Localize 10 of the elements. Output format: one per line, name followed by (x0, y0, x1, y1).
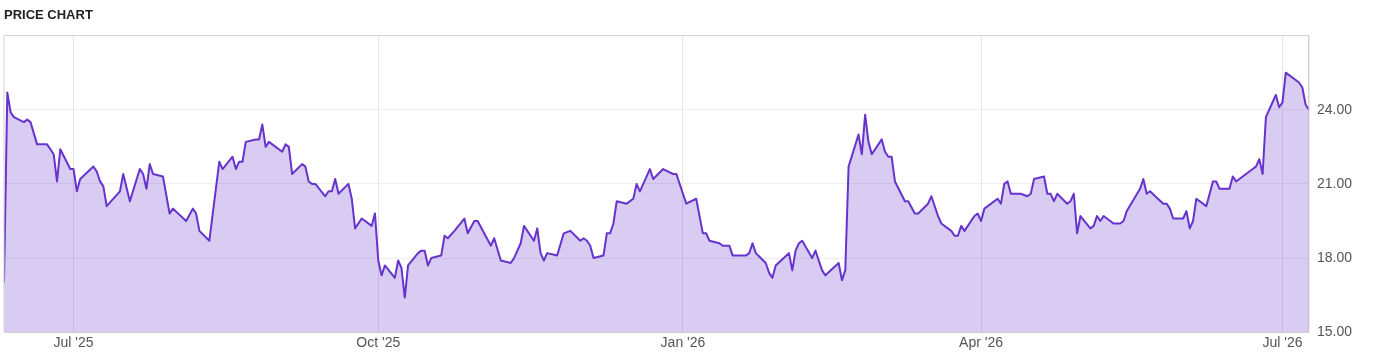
x-tick-label: Apr '26 (959, 334, 1004, 351)
y-tick-label: 15.00 (1316, 323, 1353, 340)
x-tick-label: Oct '25 (356, 334, 401, 351)
chart-title: PRICE CHART (4, 7, 93, 23)
x-tick-label: Jul '26 (1262, 334, 1303, 351)
y-tick-label: 24.00 (1316, 100, 1353, 117)
x-tick-label: Jan '26 (660, 334, 706, 351)
y-tick-label: 18.00 (1316, 248, 1353, 265)
x-tick-label: Jul '25 (53, 334, 94, 351)
y-tick-label: 21.00 (1316, 174, 1353, 191)
